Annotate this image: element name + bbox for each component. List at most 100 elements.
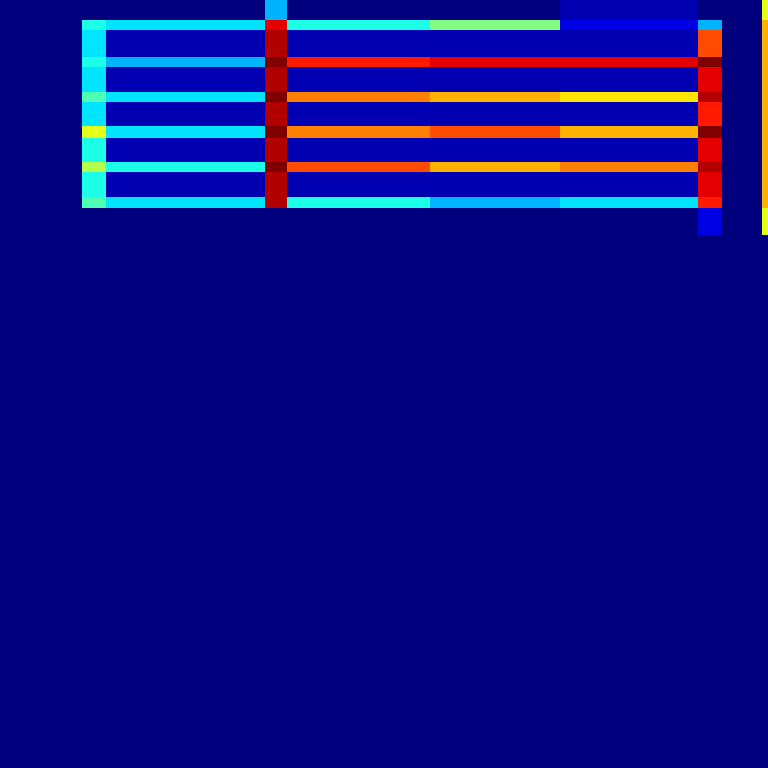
heat-cell	[560, 30, 698, 57]
heat-cell	[82, 0, 106, 20]
heat-cell	[722, 67, 762, 92]
heat-cell	[287, 57, 430, 67]
heat-cell	[762, 30, 768, 57]
heat-cell	[265, 208, 287, 235]
heat-cell	[430, 235, 560, 768]
heat-cell	[762, 138, 768, 162]
heat-cell	[762, 92, 768, 102]
heat-cell	[0, 102, 82, 126]
heat-cell	[560, 126, 698, 138]
heat-cell	[106, 20, 265, 30]
heat-cell	[106, 57, 265, 67]
heat-cell	[106, 30, 265, 57]
heat-cell	[287, 162, 430, 172]
heat-cell	[762, 126, 768, 138]
heat-cell	[722, 92, 762, 102]
heat-cell	[722, 172, 762, 197]
heat-cell	[722, 235, 762, 768]
heat-cell	[430, 172, 560, 197]
heat-cell	[265, 0, 287, 20]
heatmap-chart	[0, 0, 768, 768]
heat-cell	[698, 162, 722, 172]
heat-cell	[287, 197, 430, 208]
heat-cell	[82, 172, 106, 197]
heat-cell	[82, 126, 106, 138]
heat-cell	[762, 162, 768, 172]
heat-cell	[265, 102, 287, 126]
heat-cell	[0, 138, 82, 162]
heat-cell	[722, 126, 762, 138]
heat-cell	[265, 138, 287, 162]
heat-cell	[106, 67, 265, 92]
heat-cell	[287, 67, 430, 92]
heat-cell	[82, 138, 106, 162]
heat-cell	[106, 172, 265, 197]
heat-cell	[106, 126, 265, 138]
heat-cell	[0, 162, 82, 172]
heat-cell	[560, 92, 698, 102]
heat-cell	[265, 235, 287, 768]
cells	[0, 0, 768, 768]
heat-cell	[722, 138, 762, 162]
heat-cell	[430, 20, 560, 30]
heat-cell	[0, 197, 82, 208]
heat-cell	[106, 197, 265, 208]
heat-cell	[0, 20, 82, 30]
heat-cell	[82, 102, 106, 126]
heat-cell	[560, 67, 698, 92]
heat-cell	[762, 235, 768, 768]
heat-cell	[698, 197, 722, 208]
heat-cell	[0, 67, 82, 92]
heat-cell	[287, 138, 430, 162]
heat-cell	[430, 138, 560, 162]
heat-cell	[0, 30, 82, 57]
heat-cell	[82, 235, 106, 768]
heat-cell	[106, 92, 265, 102]
heat-cell	[265, 172, 287, 197]
heat-cell	[430, 208, 560, 235]
heat-cell	[0, 0, 82, 20]
heat-cell	[722, 208, 762, 235]
heat-cell	[287, 126, 430, 138]
heat-cell	[82, 92, 106, 102]
heat-cell	[722, 102, 762, 126]
heat-cell	[82, 30, 106, 57]
heat-cell	[430, 92, 560, 102]
heat-cell	[560, 20, 698, 30]
heat-cell	[560, 208, 698, 235]
heat-cell	[560, 197, 698, 208]
heat-cell	[698, 67, 722, 92]
heat-cell	[698, 57, 722, 67]
heat-cell	[762, 102, 768, 126]
heat-cell	[265, 30, 287, 57]
heat-cell	[762, 67, 768, 92]
heat-cell	[430, 162, 560, 172]
heat-cell	[762, 0, 768, 20]
heat-cell	[698, 235, 722, 768]
heat-cell	[265, 20, 287, 30]
heat-cell	[82, 208, 106, 235]
heat-cell	[106, 0, 265, 20]
heat-cell	[106, 162, 265, 172]
heat-cell	[287, 92, 430, 102]
heat-cell	[560, 138, 698, 162]
heat-cell	[287, 0, 430, 20]
heat-cell	[0, 172, 82, 197]
heat-cell	[287, 20, 430, 30]
heat-cell	[762, 208, 768, 235]
heat-cell	[0, 126, 82, 138]
heat-cell	[106, 102, 265, 126]
heat-cell	[698, 172, 722, 197]
heat-cell	[430, 30, 560, 57]
heat-cell	[560, 102, 698, 126]
heat-cell	[430, 0, 560, 20]
heat-cell	[722, 20, 762, 30]
heat-cell	[722, 162, 762, 172]
heat-cell	[265, 162, 287, 172]
heat-cell	[287, 30, 430, 57]
heat-cell	[82, 67, 106, 92]
heat-cell	[265, 57, 287, 67]
heat-cell	[762, 172, 768, 197]
heat-cell	[560, 172, 698, 197]
heat-cell	[762, 57, 768, 67]
